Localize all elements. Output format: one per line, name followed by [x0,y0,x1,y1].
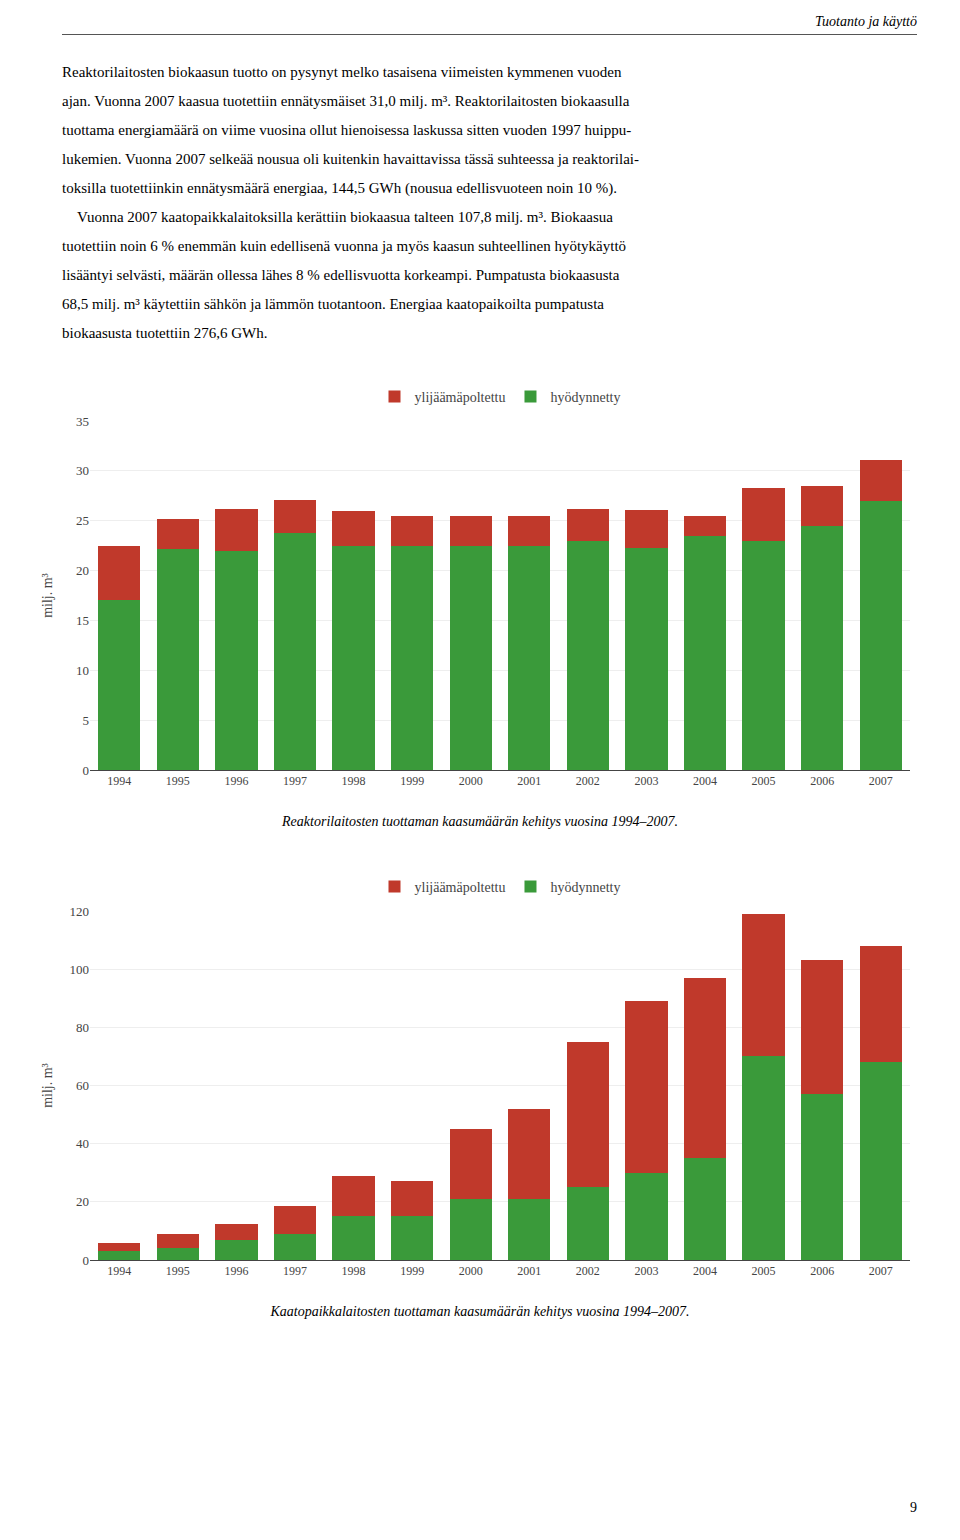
svg-text:2005: 2005 [752,1264,776,1278]
svg-text:1994: 1994 [107,774,131,788]
html-text:9: 9 [910,1500,917,1515]
html-text:Tuotanto ja käyttö: Tuotanto ja käyttö [815,14,917,29]
svg-text:1998: 1998 [342,774,366,788]
svg-text:2001: 2001 [517,774,541,788]
svg-text:2006: 2006 [810,1264,834,1278]
svg-text:120: 120 [70,904,90,919]
html-text:tuotettiin noin 6 % enemmän ku: tuotettiin noin 6 % enemmän kuin edellis… [62,238,627,254]
svg-text:ylijäämäpoltettu: ylijäämäpoltettu [415,390,506,405]
svg-text:1997: 1997 [283,1264,307,1278]
svg-text:1996: 1996 [224,774,248,788]
svg-text:milj. m³: milj. m³ [40,1063,55,1108]
svg-text:0: 0 [83,763,90,778]
svg-text:5: 5 [83,713,90,728]
svg-text:25: 25 [76,513,89,528]
svg-text:30: 30 [76,463,89,478]
svg-text:1999: 1999 [400,774,424,788]
html-text:68,5 milj. m³ käytettiin sähkö: 68,5 milj. m³ käytettiin sähkön ja lämmö… [62,296,604,312]
svg-text:1997: 1997 [283,774,307,788]
html-text:Reaktorilaitosten biokaasun tu: Reaktorilaitosten biokaasun tuotto on py… [62,64,622,80]
html-text:Kaatopaikkalaitosten tuottaman: Kaatopaikkalaitosten tuottaman kaasumäär… [270,1304,690,1319]
svg-text:35: 35 [76,414,89,429]
svg-text:20: 20 [76,563,89,578]
svg-text:40: 40 [76,1136,89,1151]
svg-text:2000: 2000 [459,1264,483,1278]
html-text:lisääntyi selvästi, määrän oll: lisääntyi selvästi, määrän ollessa lähes… [62,267,620,283]
html-text:toksilla tuotettiinkin ennätys: toksilla tuotettiinkin ennätysmäärä ener… [62,180,617,196]
svg-text:1995: 1995 [166,774,190,788]
svg-text:2000: 2000 [459,774,483,788]
svg-text:60: 60 [76,1078,89,1093]
svg-text:2002: 2002 [576,774,600,788]
svg-text:2005: 2005 [752,774,776,788]
svg-text:2002: 2002 [576,1264,600,1278]
svg-text:0: 0 [83,1253,90,1268]
svg-text:2004: 2004 [693,1264,717,1278]
svg-text:2003: 2003 [634,774,658,788]
svg-text:1996: 1996 [224,1264,248,1278]
html-text:tuottama energiamäärä on viime: tuottama energiamäärä on viime vuosina o… [62,122,632,138]
svg-text:hyödynnetty: hyödynnetty [550,390,620,405]
svg-text:milj. m³: milj. m³ [40,573,55,618]
svg-text:1994: 1994 [107,1264,131,1278]
svg-text:1998: 1998 [342,1264,366,1278]
html-text:lukemien. Vuonna 2007 selkeää: lukemien. Vuonna 2007 selkeää nousua oli… [62,151,639,167]
svg-text:2004: 2004 [693,774,717,788]
svg-text:hyödynnetty: hyödynnetty [550,880,620,895]
svg-text:ylijäämäpoltettu: ylijäämäpoltettu [415,880,506,895]
svg-text:1999: 1999 [400,1264,424,1278]
svg-text:2007: 2007 [869,774,893,788]
svg-text:2006: 2006 [810,774,834,788]
svg-text:2001: 2001 [517,1264,541,1278]
html-text:Reaktorilaitosten tuottaman ka: Reaktorilaitosten tuottaman kaasumäärän … [282,814,678,829]
svg-text:15: 15 [76,613,89,628]
svg-text:2003: 2003 [634,1264,658,1278]
svg-text:10: 10 [76,663,89,678]
html-text:Vuonna 2007 kaatopaikkalaitoks: Vuonna 2007 kaatopaikkalaitoksilla kerät… [62,209,613,225]
svg-text:1995: 1995 [166,1264,190,1278]
svg-text:80: 80 [76,1020,89,1035]
svg-text:100: 100 [70,962,90,977]
html-text:ajan. Vuonna 2007 kaasua tuote: ajan. Vuonna 2007 kaasua tuotettiin ennä… [62,93,630,109]
html-text:biokaasusta tuotettiin 276,6 G: biokaasusta tuotettiin 276,6 GWh. [62,325,268,341]
svg-text:2007: 2007 [869,1264,893,1278]
svg-text:20: 20 [76,1194,89,1209]
